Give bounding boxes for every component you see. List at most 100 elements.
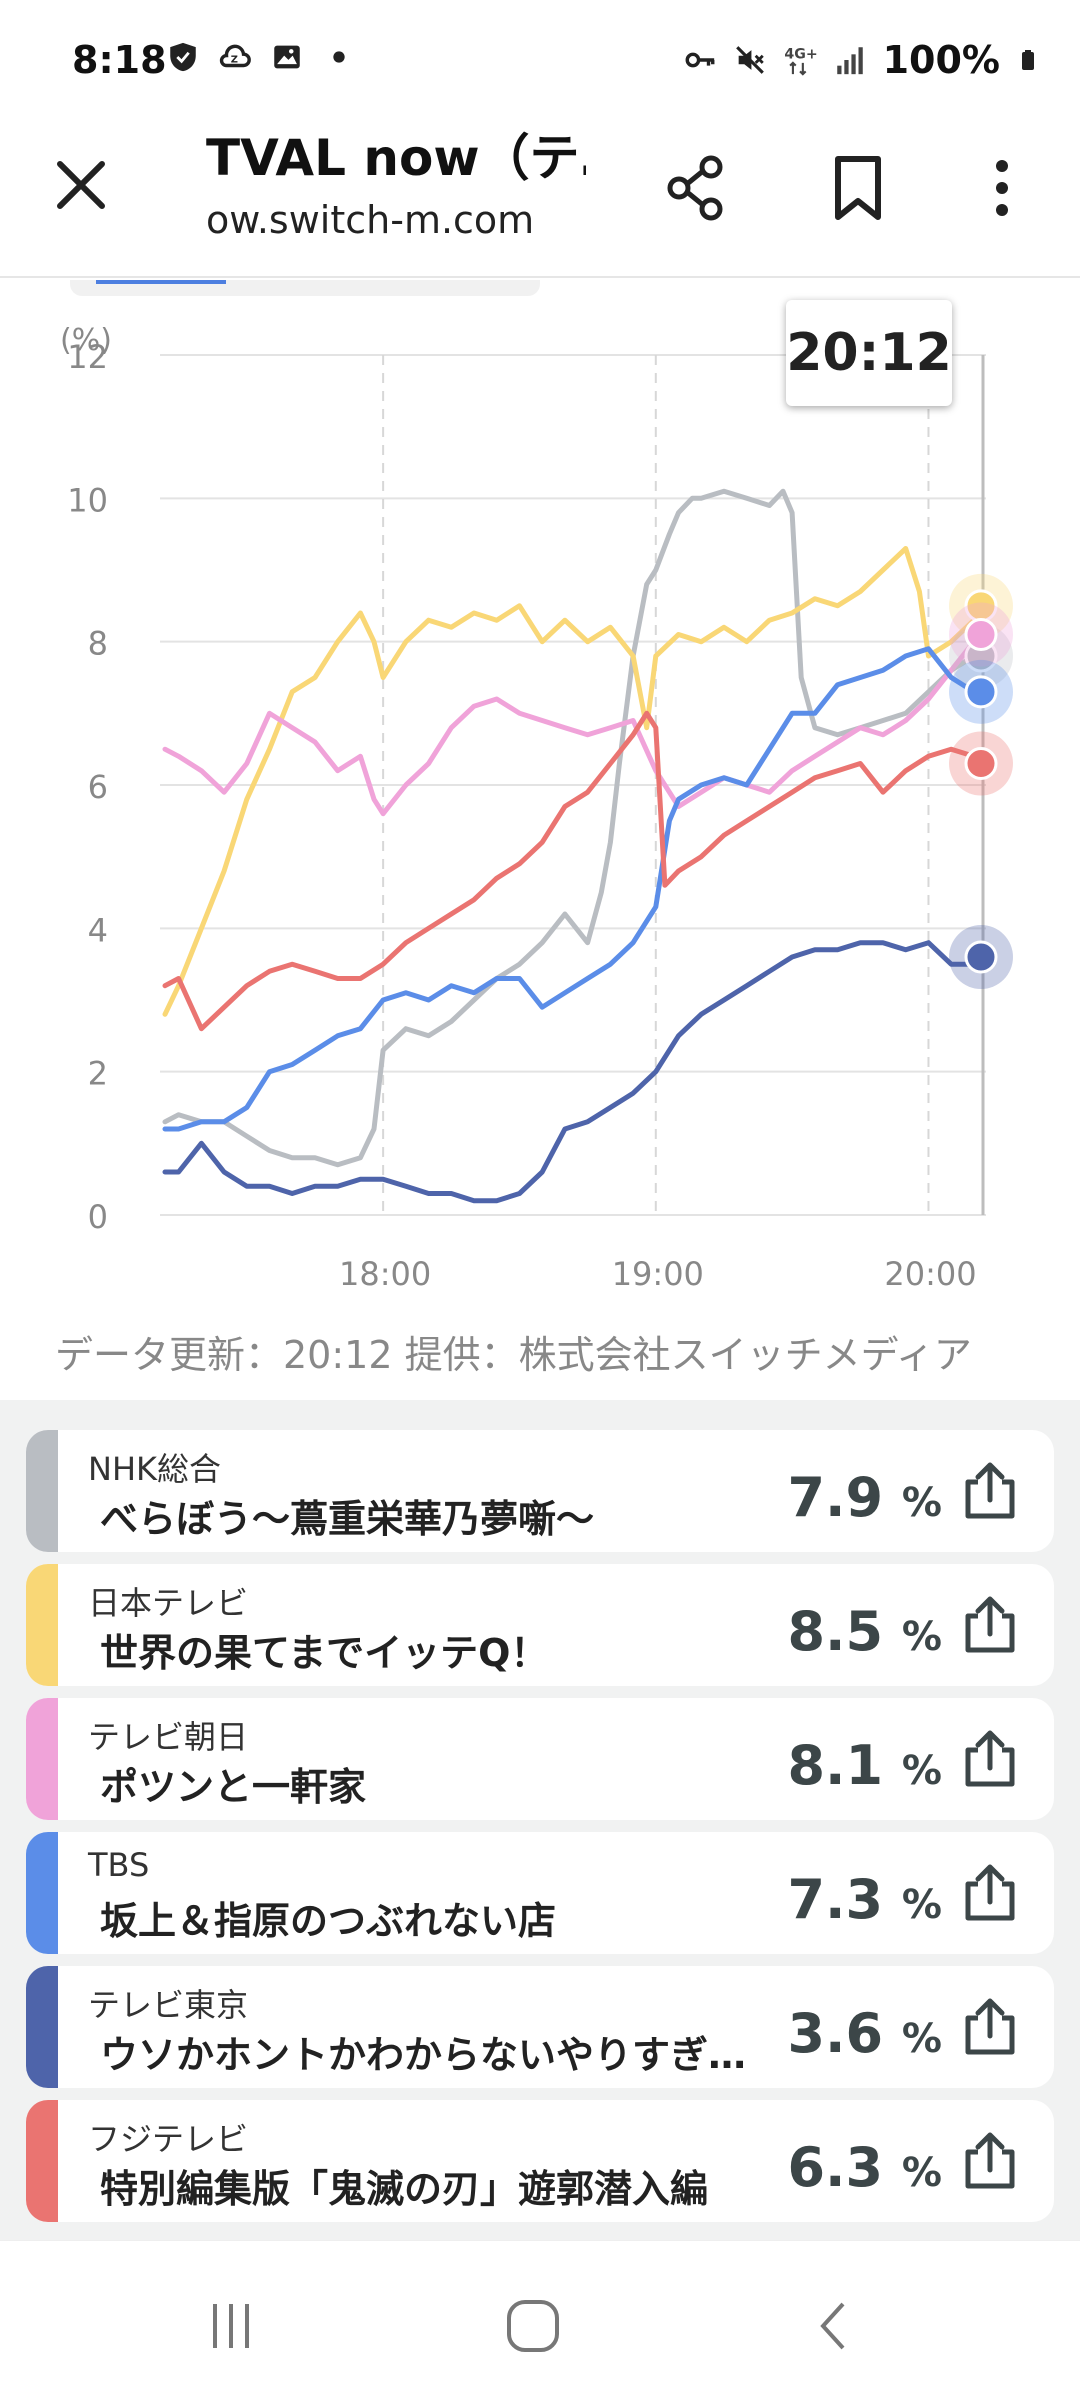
x-tick-label: 19:00: [612, 1255, 704, 1293]
share-program-button[interactable]: [960, 1862, 1020, 1924]
share-icon: [667, 155, 723, 221]
recent-apps-button[interactable]: [186, 2291, 276, 2361]
channel-color-bar: [26, 1430, 58, 1552]
channel-card[interactable]: テレビ東京ウソかホントかわからないやりすぎ… 3.6 %: [26, 1966, 1054, 2088]
rating-number: 8.1: [787, 1734, 884, 1797]
home-button[interactable]: [488, 2291, 578, 2361]
program-title: 世界の果てまでイッテQ！: [100, 1631, 549, 1675]
x-tick-label: 18:00: [339, 1255, 431, 1293]
rating-value: 3.6 %: [787, 2002, 942, 2065]
line-chart: 12 10 8 6 4 2 0 (%) 18:00 19:00 20:00: [60, 323, 1013, 1293]
system-nav-bar: [0, 2240, 1080, 2400]
battery-icon: [1022, 50, 1034, 70]
channel-color-bar: [26, 1832, 58, 1954]
rating-number: 7.9: [787, 1466, 884, 1529]
ratings-chart[interactable]: 12 10 8 6 4 2 0 (%) 18:00 19:00 20:00 20:12 データ更新：…: [0, 280, 1080, 1400]
more-vertical-icon: [996, 160, 1008, 216]
dot-icon: [333, 51, 345, 63]
rating-value: 6.3 %: [787, 2136, 942, 2199]
channel-card[interactable]: フジテレビ特別編集版「鬼滅の刃」遊郭潜入編 6.3 %: [26, 2100, 1054, 2222]
channel-name: NHK総合: [88, 1450, 221, 1488]
browser-toolbar: TVAL now（テ… ow.switch-m.com: [0, 100, 1080, 278]
y-axis-label: (%): [60, 323, 112, 358]
share-program-button[interactable]: [960, 1460, 1020, 1522]
status-time: 8:18: [72, 38, 167, 82]
channel-card[interactable]: 日本テレビ 世界の果てまでイッテQ！ 8.5 %: [26, 1564, 1054, 1686]
channel-card[interactable]: NHK総合 べらぼう〜蔦重栄華乃夢噺〜 7.9 %: [26, 1430, 1054, 1552]
rating-number: 3.6: [787, 2002, 884, 2065]
series-line-5: [162, 710, 986, 1032]
back-button[interactable]: [790, 2291, 880, 2361]
tab-strip: [70, 280, 540, 296]
program-title: ウソかホントかわからないやりすぎ…: [100, 2033, 747, 2077]
share-program-button[interactable]: [960, 2130, 1020, 2192]
channel-color-bar: [26, 2100, 58, 2222]
shield-icon: [170, 42, 196, 72]
y-tick-label: 6: [88, 768, 108, 806]
recent-apps-icon: [213, 2304, 249, 2348]
share-program-button[interactable]: [960, 1996, 1020, 2058]
series-marker-5: [964, 747, 998, 780]
4g-icon: 4G+: [784, 47, 817, 76]
channel-name: テレビ東京: [88, 1986, 249, 2024]
channel-name: テレビ朝日: [88, 1718, 249, 1756]
channel-list: NHK総合 べらぼう〜蔦重栄華乃夢噺〜 7.9 % 日本テレビ 世界の果てまでイッテQ！…: [0, 1400, 1080, 2240]
channel-name: フジテレビ: [88, 2120, 249, 2158]
home-icon: [507, 2300, 559, 2352]
rating-unit: %: [901, 2016, 942, 2062]
mute-icon: [735, 46, 764, 74]
status-right: 4G+ 100%: [683, 38, 1040, 82]
series-line-1: [162, 546, 986, 1017]
channel-card[interactable]: TBS 坂上＆指原のつぶれない店 7.3 %: [26, 1832, 1054, 1954]
battery-percentage: 100%: [882, 38, 1000, 82]
close-icon: [57, 161, 105, 209]
rating-value: 8.5 %: [787, 1600, 942, 1663]
series-line-0: [162, 488, 986, 1168]
cloud-icon: Z: [219, 44, 251, 68]
x-tick-label: 20:00: [884, 1255, 976, 1293]
share-program-button[interactable]: [960, 1594, 1020, 1656]
title-block[interactable]: TVAL now（テ… ow.switch-m.com: [206, 118, 586, 242]
rating-number: 6.3: [787, 2136, 884, 2199]
y-tick-label: 12: [67, 338, 108, 376]
rating-unit: %: [901, 1614, 942, 1660]
share-upload-icon: [965, 1596, 1015, 1653]
share-program-button[interactable]: [960, 1728, 1020, 1790]
more-menu-button[interactable]: [962, 148, 1042, 228]
channel-name: TBS: [88, 1846, 150, 1884]
y-tick-label: 0: [88, 1198, 108, 1236]
y-tick-label: 10: [67, 481, 108, 519]
rating-unit: %: [901, 1882, 942, 1928]
bookmark-button[interactable]: [818, 148, 898, 228]
share-upload-icon: [965, 1864, 1015, 1921]
y-tick-label: 8: [88, 625, 108, 663]
svg-text:4G+: 4G+: [784, 47, 817, 63]
page-title: TVAL now（テ…: [206, 129, 586, 187]
program-title: 坂上＆指原のつぶれない店: [100, 1899, 557, 1943]
svg-text:Z: Z: [231, 55, 238, 66]
series-line-4: [162, 940, 986, 1204]
image-icon: [274, 45, 300, 69]
signal-icon: [836, 47, 863, 75]
channel-card[interactable]: テレビ朝日 ポツンと一軒家 8.1 %: [26, 1698, 1054, 1820]
series-line-3: [162, 646, 986, 1132]
share-upload-icon: [965, 2132, 1015, 2189]
series-marker-2: [964, 618, 998, 651]
status-left-icons: Z: [166, 40, 356, 74]
rating-unit: %: [901, 1748, 942, 1794]
share-button[interactable]: [656, 148, 736, 228]
share-upload-icon: [965, 1462, 1015, 1519]
close-button[interactable]: [46, 150, 116, 220]
series-marker-4: [964, 940, 998, 974]
channel-color-bar: [26, 1698, 58, 1820]
y-tick-label: 2: [88, 1055, 108, 1093]
channel-color-bar: [26, 1564, 58, 1686]
time-tooltip: 20:12: [786, 300, 952, 406]
program-title: 特別編集版「鬼滅の刃」遊郭潜入編: [100, 2167, 709, 2211]
series-marker-3: [964, 675, 998, 709]
key-icon: [685, 52, 715, 68]
back-icon: [820, 2302, 845, 2350]
rating-value: 7.3 %: [787, 1868, 942, 1931]
series-line-2: [162, 632, 986, 817]
y-tick-label: 4: [88, 911, 108, 949]
